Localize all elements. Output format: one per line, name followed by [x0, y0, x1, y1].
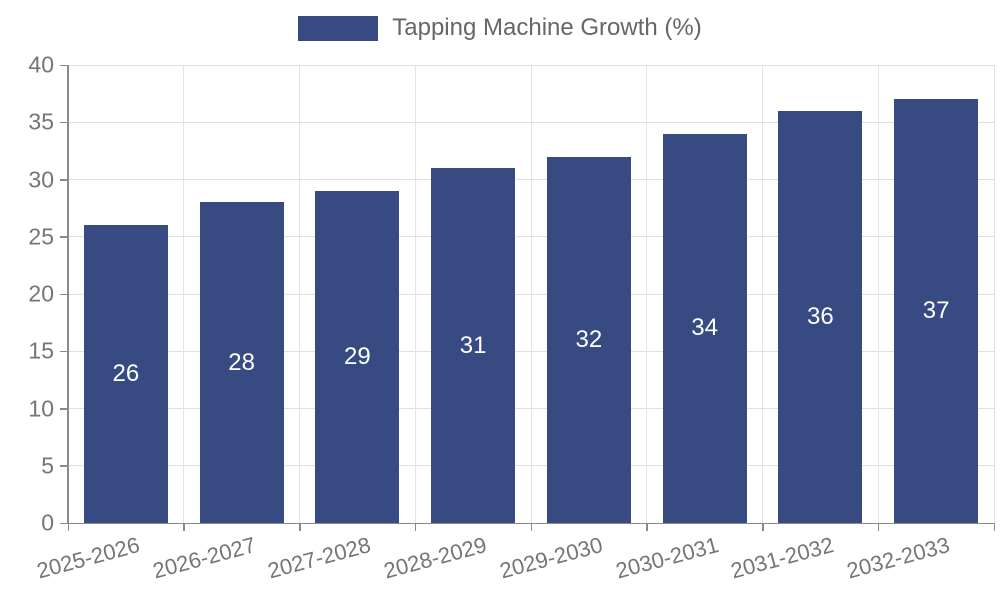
y-tick-mark [60, 64, 68, 66]
y-tick-label: 40 [28, 51, 54, 78]
x-tick-mark [299, 523, 301, 531]
bar [315, 190, 400, 523]
y-tick-mark [60, 179, 68, 181]
x-tick-label: 2025-2026 [33, 532, 143, 584]
x-tick-label: 2032-2033 [844, 532, 953, 584]
y-tick-mark [60, 293, 68, 295]
gridline-vertical [183, 65, 185, 523]
gridline-vertical [414, 65, 416, 523]
gridline-vertical [877, 65, 879, 523]
gridline-vertical [299, 65, 300, 523]
bar [431, 168, 516, 523]
x-tick-label: 2028-2029 [381, 532, 490, 584]
legend-label: Tapping Machine Growth (%) [392, 14, 702, 41]
bar-value-label: 26 [112, 360, 140, 388]
bar-value-label: 34 [691, 314, 718, 342]
y-tick-label: 35 [28, 108, 54, 135]
x-tick-mark [877, 523, 880, 531]
y-tick-mark [60, 121, 68, 124]
x-tick-mark [67, 523, 69, 531]
y-tick-mark [60, 408, 68, 410]
bar [83, 225, 168, 523]
bar-value-label: 37 [922, 297, 950, 325]
bar-value-label: 28 [228, 348, 255, 376]
bar-value-label: 31 [459, 331, 487, 359]
y-tick-label: 30 [28, 166, 54, 192]
x-tick-mark [993, 523, 995, 531]
gridline-vertical [993, 65, 995, 523]
y-tick-mark [60, 350, 68, 353]
bar [199, 202, 284, 523]
x-tick-mark [646, 523, 648, 531]
x-tick-mark [414, 523, 417, 531]
y-tick-label: 15 [28, 337, 54, 364]
y-tick-mark [60, 236, 68, 238]
x-tick-label: 2031-2032 [728, 532, 837, 584]
x-tick-label: 2029-2030 [496, 532, 606, 584]
y-tick-label: 10 [28, 395, 54, 421]
bar-value-label: 32 [575, 325, 603, 353]
bar [546, 156, 631, 523]
bar-value-label: 29 [344, 342, 371, 370]
x-tick-mark [762, 523, 764, 531]
y-tick-mark [60, 465, 68, 467]
x-tick-mark [530, 523, 532, 531]
gridline-vertical [530, 65, 532, 523]
bar [894, 99, 979, 523]
y-tick-label: 20 [28, 280, 54, 307]
gridline-vertical [762, 65, 763, 523]
x-tick-label: 2026-2027 [149, 532, 258, 584]
y-tick-label: 25 [28, 223, 54, 250]
bar [662, 133, 747, 523]
y-tick-label: 5 [41, 452, 54, 479]
bar [778, 110, 863, 523]
x-tick-label: 2030-2031 [612, 532, 721, 584]
x-tick-label: 2027-2028 [265, 532, 374, 584]
y-tick-mark [60, 522, 68, 524]
legend-swatch [298, 15, 379, 41]
gridline-vertical [646, 65, 648, 523]
chart-legend[interactable]: Tapping Machine Growth (%) [0, 14, 1000, 42]
x-axis-line [61, 522, 994, 524]
bar-value-label: 36 [807, 302, 834, 330]
x-tick-mark [183, 523, 185, 531]
y-tick-label: 0 [41, 509, 54, 536]
